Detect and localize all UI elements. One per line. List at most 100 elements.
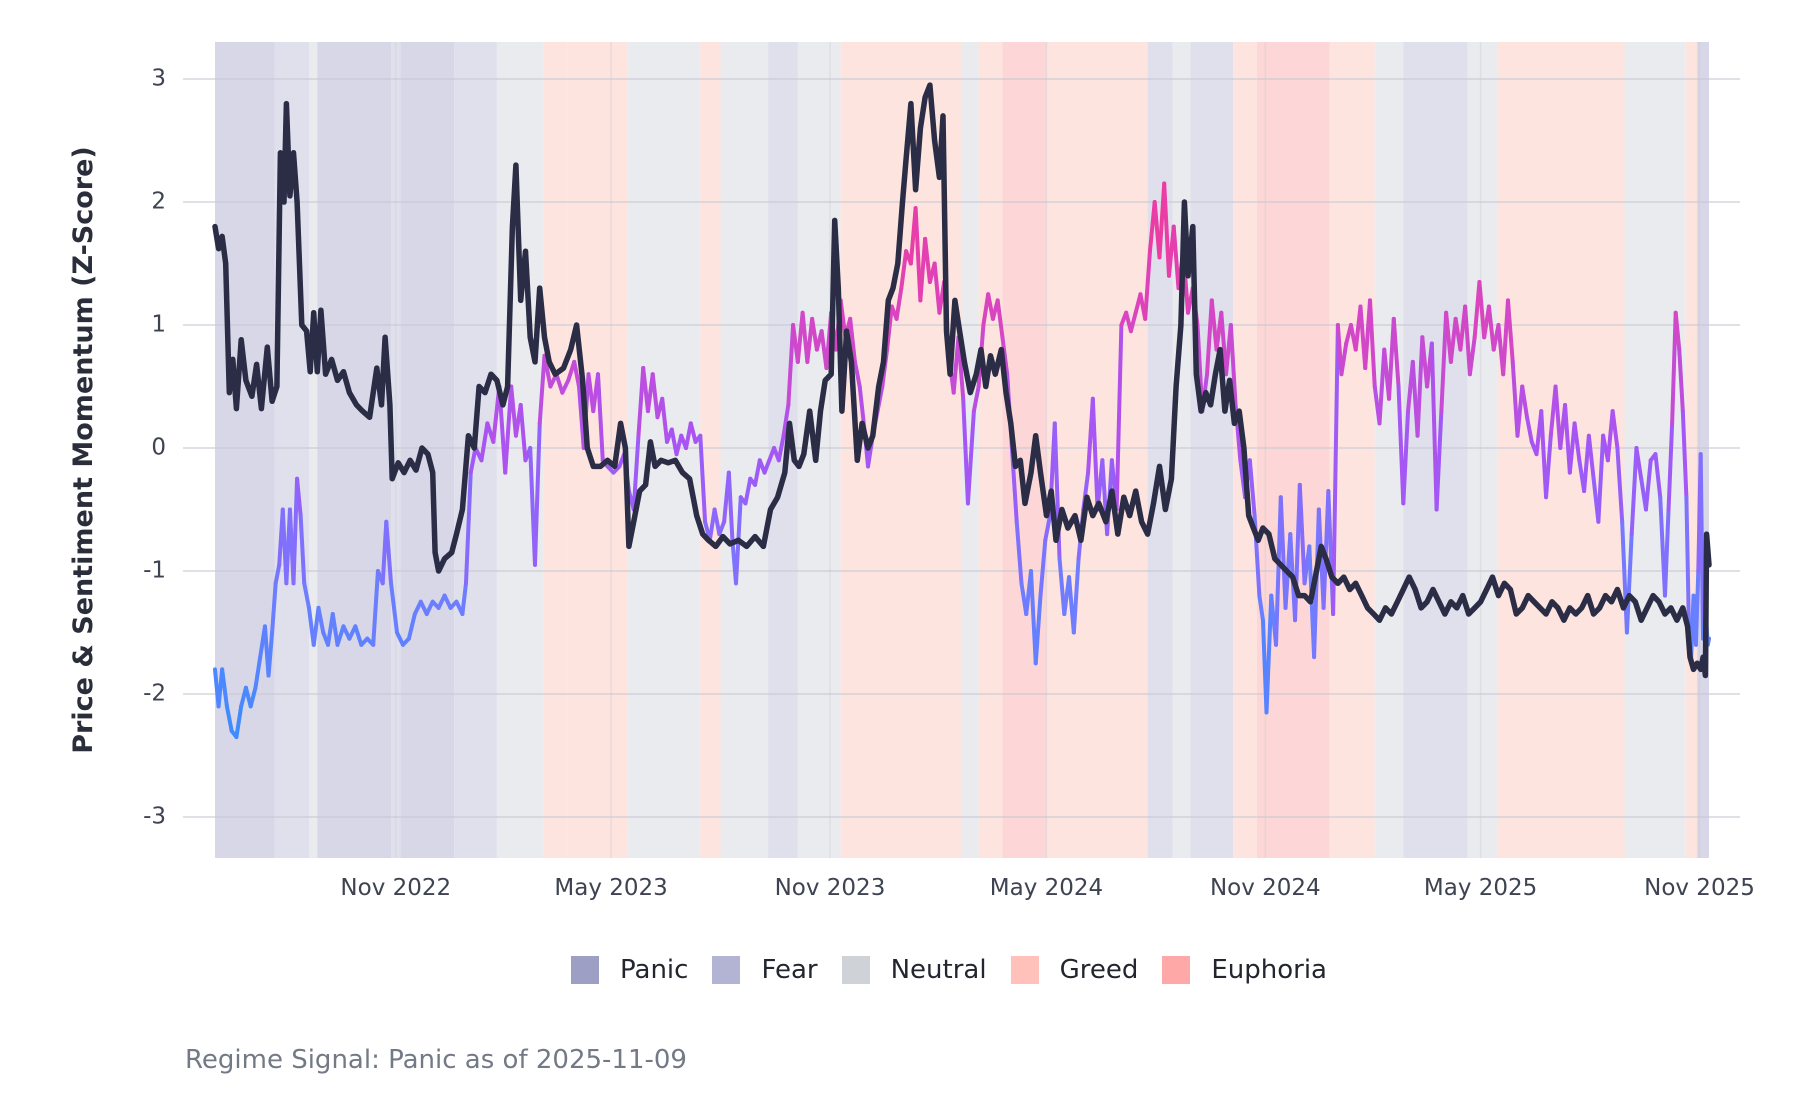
y-tick-label: 1 (151, 312, 166, 338)
sentiment-line-segment (1401, 409, 1411, 506)
sentiment-line-segment (631, 433, 641, 512)
legend-item-greed: Greed (1010, 955, 1138, 985)
sentiment-line-segment (894, 286, 904, 321)
sentiment-line-segment (698, 433, 708, 524)
sentiment-line-segment (518, 402, 528, 463)
sentiment-line-segment (1000, 335, 1010, 377)
sentiment-line-segment (995, 298, 1005, 340)
sentiment-line-segment (848, 316, 857, 364)
sentiment-line-segment (560, 378, 571, 395)
sentiment-line-segment (1486, 304, 1496, 352)
y-tick-label: -2 (143, 681, 166, 707)
sentiment-line-segment (1666, 421, 1675, 512)
legend-label: Neutral (890, 955, 987, 985)
sentiment-line-segment (1653, 452, 1663, 500)
sentiment-line-segment (1033, 593, 1043, 666)
sentiment-line-segment (1162, 181, 1171, 278)
price-momentum-line (212, 82, 1712, 679)
y-axis-ticks: 3 2 1 0 -1 -2 -3 (143, 66, 166, 830)
sentiment-line-segment (270, 581, 278, 635)
legend-swatch (1162, 956, 1191, 984)
sentiment-line-segment (394, 630, 405, 647)
legend-item-neutral: Neutral (841, 955, 987, 985)
y-tick-label: 2 (151, 189, 166, 215)
sentiment-line-segment (302, 581, 311, 610)
sentiment-line-segment (1071, 556, 1081, 635)
sentiment-line-segment (316, 605, 326, 635)
sentiment-line-segment (572, 359, 581, 389)
sentiment-line-segment (1038, 538, 1048, 598)
sentiment-line-segment (479, 421, 490, 463)
sentiment-line-segment (1128, 310, 1138, 334)
legend-label: Euphoria (1211, 955, 1327, 985)
legend-swatch (571, 956, 599, 984)
sentiment-line-segment (1439, 310, 1449, 414)
sentiment-line-segment (1415, 335, 1425, 438)
sentiment-line-segment (335, 624, 346, 647)
sentiment-line-segment (932, 261, 942, 315)
x-tick-label: Nov 2024 (1210, 875, 1321, 901)
legend-label: Panic (620, 955, 689, 985)
sentiment-line-segment (1680, 409, 1689, 500)
x-tick-label: Nov 2025 (1644, 875, 1755, 901)
sentiment-line-segment (248, 685, 258, 709)
legend-item-euphoria: Euphoria (1162, 955, 1327, 985)
sentiment-line-segment (389, 581, 399, 635)
x-tick-label: May 2025 (1424, 875, 1537, 901)
x-axis-ticks: Nov 2022 May 2023 Nov 2023 May 2024 Nov 2024… (340, 875, 1754, 901)
sentiment-line-segment (899, 249, 909, 291)
sentiment-line-segment (636, 366, 646, 438)
sentiment-line-segment (442, 593, 453, 610)
regime-band-neutral (1624, 42, 1686, 858)
y-tick-label: 0 (151, 435, 166, 461)
sentiment-line-segment (1596, 433, 1606, 524)
regime-band-neutral (1374, 42, 1404, 858)
series-lines (212, 82, 1712, 740)
sentiment-line-segment (1090, 396, 1100, 512)
sentiment-line-segment (1673, 310, 1682, 352)
sentiment-line-segment (266, 630, 275, 678)
x-tick-label: Nov 2023 (775, 875, 886, 901)
regime-band-neutral (627, 42, 701, 858)
sentiment-line-segment (1429, 341, 1439, 512)
sentiment-line-segment (406, 612, 417, 641)
sentiment-line-segment (384, 519, 394, 586)
gridlines (183, 42, 1740, 858)
legend-item-panic: Panic (571, 955, 688, 985)
sentiment-line-segment (1043, 513, 1053, 543)
x-tick-label: May 2023 (554, 875, 667, 901)
sentiment-line-segment (298, 513, 307, 586)
y-tick-label: 3 (151, 66, 166, 92)
sentiment-line-segment (743, 476, 753, 506)
legend-swatch (1010, 956, 1039, 984)
sentiment-line-segment (1572, 421, 1582, 463)
sentiment-line-segment (1624, 532, 1634, 635)
y-tick-label: -3 (143, 804, 166, 830)
sentiment-line-segment (753, 458, 762, 487)
sentiment-line-segment (688, 421, 698, 444)
legend: Panic Fear Neutral Greed Euphoria (571, 955, 1351, 985)
sentiment-line-segment (542, 353, 553, 389)
sentiment-line-segment (1693, 569, 1701, 647)
sentiment-line-segment (1297, 482, 1307, 586)
sentiment-line-segment (852, 359, 862, 389)
sentiment-line-segment (1434, 409, 1444, 512)
sentiment-line-segment (660, 396, 670, 444)
regime-band-fear (1190, 42, 1234, 858)
sentiment-line-segment (1505, 298, 1515, 364)
legend-label: Fear (761, 955, 818, 985)
sentiment-line-segment (295, 476, 303, 518)
sentiment-line-segment (1586, 433, 1596, 481)
regime-band-neutral (1467, 42, 1498, 858)
sentiment-line-segment (463, 470, 473, 586)
sentiment-line-segment (712, 507, 722, 537)
regime-band-neutral (720, 42, 769, 858)
sentiment-line-segment (330, 612, 340, 647)
regime-bands (215, 42, 1709, 858)
sentiment-line-segment (509, 384, 518, 438)
legend-item-fear: Fear (712, 955, 818, 985)
sentiment-line-segment (537, 353, 547, 426)
x-tick-label: May 2024 (990, 875, 1103, 901)
sentiment-line-segment (786, 323, 796, 407)
